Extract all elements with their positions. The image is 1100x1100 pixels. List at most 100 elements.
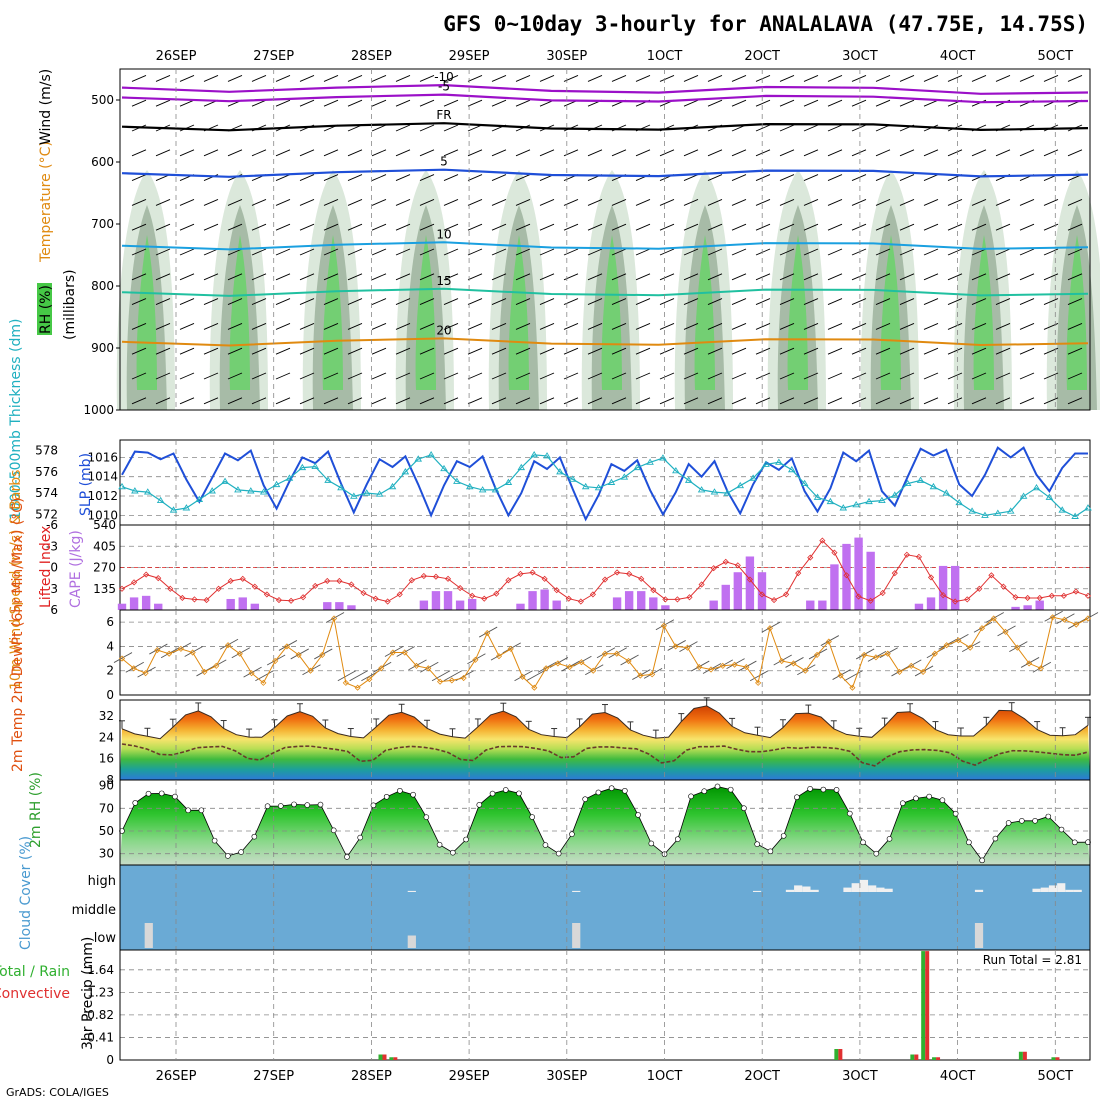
wind-barb xyxy=(635,149,651,157)
precip-tick-label: 0.82 xyxy=(87,1008,114,1022)
wind-barb xyxy=(803,298,819,306)
wind-barb xyxy=(923,397,939,405)
rh2m-label: 2m RH (%) xyxy=(28,772,44,848)
precip-convective-bar xyxy=(838,1049,843,1060)
wind-barb xyxy=(779,347,795,355)
precip-legend-convective: Convective xyxy=(0,986,70,1002)
wind-speed-marker xyxy=(295,651,302,658)
thickness-marker xyxy=(440,464,448,472)
precip-ylabels: Total / Rain Convective 3hr Precip (mm) … xyxy=(0,937,1082,1050)
wind-barb xyxy=(443,248,459,256)
low-cloud-bar xyxy=(974,923,984,948)
wind-barb xyxy=(683,149,699,157)
wind-barb xyxy=(803,273,819,281)
wind-barb xyxy=(227,198,243,206)
thickness-marker xyxy=(362,489,371,496)
wind-barb xyxy=(827,149,843,157)
precip-tick-label: 1.23 xyxy=(87,985,114,999)
wind-barb xyxy=(203,248,219,256)
wind-speed-marker xyxy=(755,679,762,686)
temp-contour-label: 20 xyxy=(436,323,451,337)
wind-barb xyxy=(347,248,363,256)
wind-barb xyxy=(323,174,339,182)
wind-barb xyxy=(971,322,987,330)
wind-barb xyxy=(491,397,507,405)
li-marker xyxy=(831,549,838,556)
cape-bar xyxy=(806,600,815,610)
wind-barb xyxy=(995,74,1011,82)
cloud-level-label: low xyxy=(94,931,117,946)
wind-barb xyxy=(539,298,555,306)
cape-bar xyxy=(323,602,332,610)
high-cloud-bar xyxy=(1073,889,1082,892)
surface-wind-barb xyxy=(526,670,545,682)
rh-marker xyxy=(1071,839,1078,846)
wind-barb xyxy=(539,372,555,380)
wind-speed-marker xyxy=(625,657,632,665)
cape-bar xyxy=(854,537,863,610)
thickness-marker xyxy=(981,511,989,518)
rh-marker xyxy=(463,836,469,843)
li-marker xyxy=(722,558,729,565)
li-tick-label: 3 xyxy=(50,582,58,596)
upper-air-panel: -10-5 FR 5 10 15 20 500 600 700 800 900 1000 xyxy=(83,68,1100,417)
wind-speed-marker xyxy=(118,655,126,662)
rh-marker xyxy=(767,848,774,855)
wind-speed-marker xyxy=(566,664,573,671)
rh-marker xyxy=(330,827,337,834)
wind-barb xyxy=(419,397,435,405)
rh-marker xyxy=(754,841,760,847)
li-marker xyxy=(372,595,379,602)
li-marker xyxy=(155,575,162,582)
precip-total-bar xyxy=(1051,1057,1056,1060)
high-cloud-bar xyxy=(1057,883,1066,892)
wind-barb xyxy=(611,322,627,330)
li-marker xyxy=(988,572,995,579)
thickness-marker xyxy=(903,479,912,487)
wind-barb xyxy=(851,248,867,256)
wind-barb xyxy=(851,397,867,405)
temp-contour xyxy=(121,168,1089,178)
temp-contour xyxy=(121,83,1089,95)
wind-barb xyxy=(659,273,675,281)
cape-bar xyxy=(649,597,658,610)
wind-barb xyxy=(155,74,171,82)
chart-title: GFS 0~10day 3-hourly for ANALALAVA (47.7… xyxy=(443,12,1088,36)
wind-barb xyxy=(275,174,291,182)
millibars-label: (millibars) xyxy=(62,269,78,340)
wind-barb xyxy=(155,248,171,256)
cape-bar xyxy=(721,584,730,610)
li-marker xyxy=(1060,592,1067,599)
rh-marker xyxy=(238,849,244,855)
li-marker xyxy=(795,570,802,577)
cape-bar xyxy=(335,602,344,610)
wind-speed-marker xyxy=(660,622,667,629)
wind-barb xyxy=(803,248,819,256)
wind-barb xyxy=(227,397,243,405)
wind-barb xyxy=(371,347,387,355)
wind-barb xyxy=(779,298,795,306)
cape-bar xyxy=(455,600,465,610)
rh-marker xyxy=(886,836,893,842)
rh-marker xyxy=(502,787,509,793)
wind-barb xyxy=(659,223,675,231)
wind-barb xyxy=(515,397,531,405)
wind-barb xyxy=(995,198,1011,206)
wind-barb xyxy=(443,198,459,206)
rh-legend-swatch xyxy=(37,283,52,335)
thickness-marker xyxy=(259,488,268,495)
rh-marker xyxy=(357,834,363,841)
li-marker xyxy=(505,577,512,584)
wind-barb xyxy=(131,322,147,330)
wind-barb xyxy=(275,198,291,206)
li-marker xyxy=(131,579,138,586)
precip-total-bar xyxy=(1018,1051,1023,1060)
top-date-label: 3OCT xyxy=(842,49,878,64)
cape-bar xyxy=(226,598,235,610)
wind-barb xyxy=(371,372,387,380)
wind-barb xyxy=(707,397,723,405)
cape-bar xyxy=(830,564,839,610)
rh-marker xyxy=(780,833,787,839)
cape-bar xyxy=(950,565,960,610)
wind-barb xyxy=(659,149,675,157)
